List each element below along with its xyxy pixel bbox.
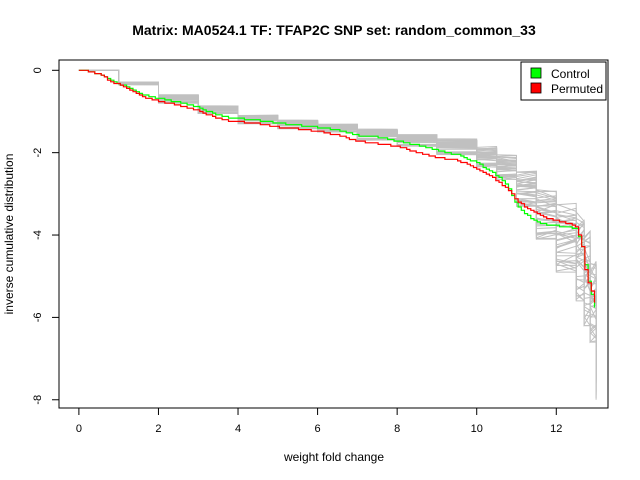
x-tick-label: 0	[76, 423, 82, 435]
y-axis-label: inverse cumulative distribution	[2, 154, 16, 315]
x-tick-label: 12	[550, 423, 562, 435]
x-tick-label: 6	[315, 423, 321, 435]
background-line	[78, 69, 597, 348]
y-tick-label: -4	[32, 230, 44, 240]
background-line	[78, 69, 597, 396]
background-line	[78, 69, 597, 355]
background-line	[78, 69, 597, 373]
background-line	[78, 69, 597, 384]
background-line	[78, 69, 597, 307]
series-line-control	[78, 69, 596, 308]
y-tick-label: -2	[32, 148, 44, 158]
background-line	[78, 69, 597, 324]
plot-frame	[58, 59, 609, 409]
background-line	[78, 69, 597, 380]
background-line	[78, 69, 597, 322]
y-tick-label: -8	[32, 395, 44, 405]
legend-label-control: Control	[551, 67, 590, 81]
legend-swatch-control	[530, 67, 542, 79]
legend-label-permuted: Permuted	[551, 82, 603, 96]
background-permutation-lines	[78, 69, 597, 400]
series-line-permuted	[78, 69, 596, 303]
background-line	[78, 69, 597, 392]
background-line	[78, 69, 597, 346]
background-line	[78, 69, 597, 354]
x-axis-label: weight fold change	[283, 450, 384, 464]
background-line	[78, 69, 597, 325]
legend-swatch-permuted	[530, 82, 542, 94]
y-tick-label: -6	[32, 313, 44, 323]
x-tick-label: 4	[235, 423, 241, 435]
background-line	[78, 69, 597, 350]
background-line	[78, 69, 597, 356]
background-line	[78, 69, 597, 384]
background-line	[78, 69, 597, 307]
x-tick-label: 2	[155, 423, 161, 435]
x-tick-label: 8	[394, 423, 400, 435]
background-line	[78, 69, 597, 399]
background-line	[78, 69, 597, 370]
background-line	[78, 69, 597, 347]
x-tick-label: 10	[471, 423, 483, 435]
background-line	[78, 69, 597, 380]
background-line	[78, 69, 597, 400]
background-line	[78, 69, 597, 394]
background-line	[78, 69, 597, 346]
background-line	[78, 69, 597, 382]
y-axis: 0 -2 -4 -6 -8	[32, 67, 60, 405]
background-line	[78, 69, 597, 352]
background-line	[78, 69, 597, 361]
series-lines	[78, 69, 596, 308]
legend: Control Permuted	[520, 61, 607, 101]
background-line	[78, 69, 597, 311]
chart-title: Matrix: MA0524.1 TF: TFAP2C SNP set: ran…	[132, 22, 536, 38]
background-line	[78, 69, 597, 324]
background-line	[78, 69, 597, 320]
y-tick-label: 0	[32, 67, 44, 73]
x-axis: 0 2 4 6 8 10 12	[76, 407, 562, 435]
background-line	[78, 69, 597, 360]
background-line	[78, 69, 597, 369]
